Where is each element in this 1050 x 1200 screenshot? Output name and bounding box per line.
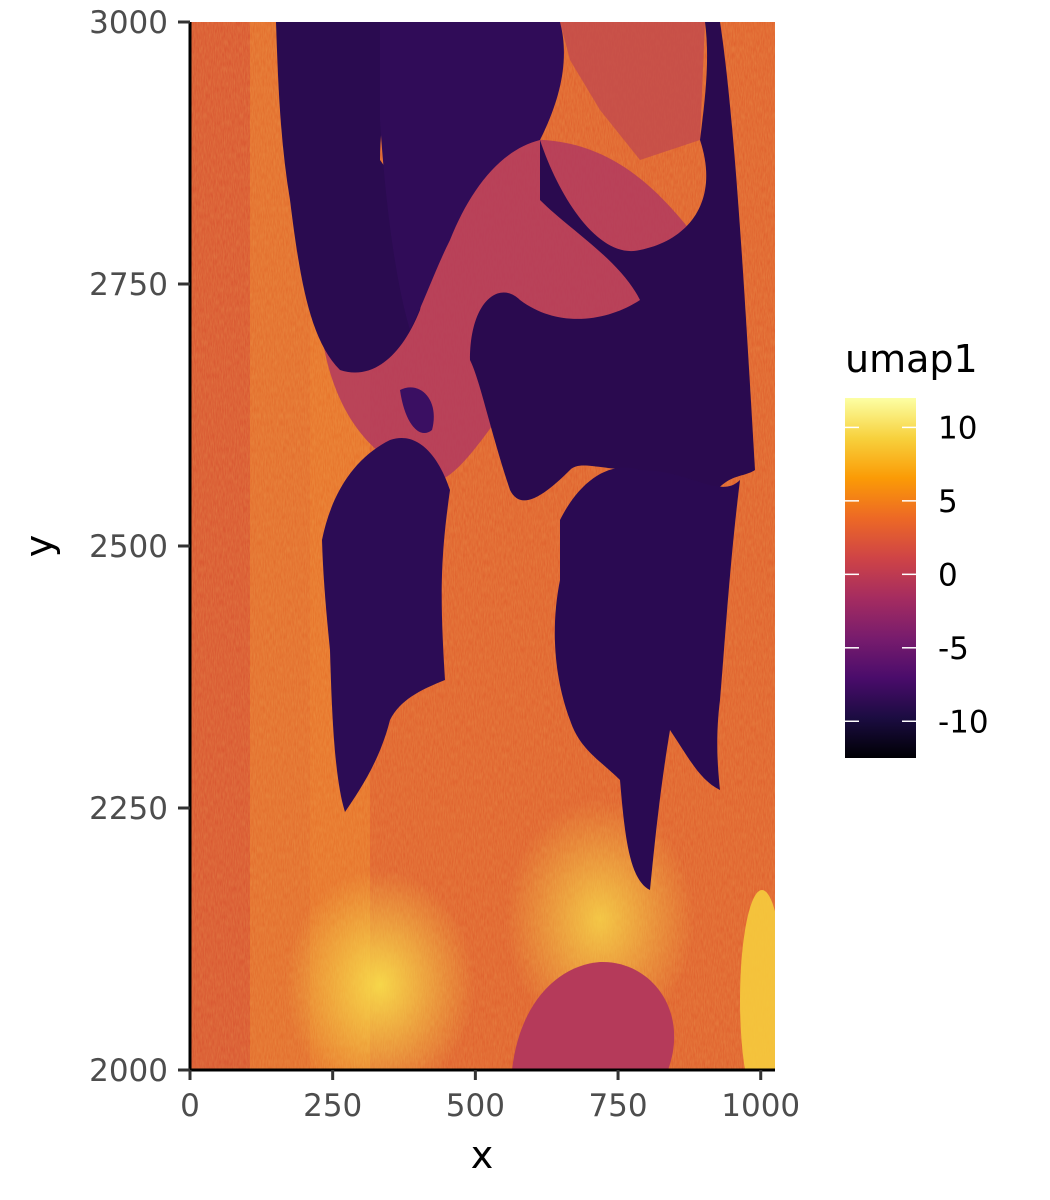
y-tick-label: 2250: [89, 791, 168, 827]
y-tick-label: 2500: [89, 529, 168, 565]
y-axis-title: y: [17, 535, 61, 558]
x-axis-title: x: [471, 1133, 494, 1177]
heatmap-dark-upper-left: [276, 22, 423, 373]
y-axis-ticks: 2000 2250 2500 2750 3000: [89, 5, 190, 1089]
y-tick-label: 2000: [89, 1053, 168, 1089]
x-tick-label: 250: [303, 1088, 362, 1124]
heatmap-dark-left-lobe: [322, 438, 450, 812]
heatmap-bright-zone-left: [285, 870, 475, 1070]
colorbar-tick-label: 0: [938, 557, 958, 593]
x-tick-label: 0: [180, 1088, 200, 1124]
colorbar-tick-label: -5: [938, 631, 969, 667]
colorbar-tick-label: 10: [938, 410, 977, 446]
heatmap-round-patch: [512, 961, 675, 1070]
legend-title: umap1: [845, 337, 978, 381]
heatmap-dark-mid-spot: [400, 387, 434, 434]
heatmap-upper-magenta: [560, 22, 705, 160]
colorbar: [845, 398, 916, 758]
heatmap-raster: [190, 22, 775, 1070]
x-tick-label: 1000: [721, 1088, 800, 1124]
y-tick-label: 3000: [89, 5, 168, 41]
x-tick-label: 750: [588, 1088, 647, 1124]
colorbar-tick-label: -10: [938, 704, 989, 740]
heatmap-dark-upper-right: [470, 22, 755, 537]
heatmap-dark-right-lobe: [554, 467, 740, 890]
heatmap-bright-zone-right: [740, 890, 775, 1070]
x-tick-label: 500: [446, 1088, 505, 1124]
colorbar-tick-label: 5: [938, 484, 958, 520]
heatmap-dark-upper-center: [380, 22, 564, 330]
colorbar-ticks: 10 5 0 -5 -10: [845, 410, 989, 740]
y-tick-label: 2750: [89, 267, 168, 303]
x-axis-ticks: 0 250 500 750 1000: [180, 1070, 800, 1124]
